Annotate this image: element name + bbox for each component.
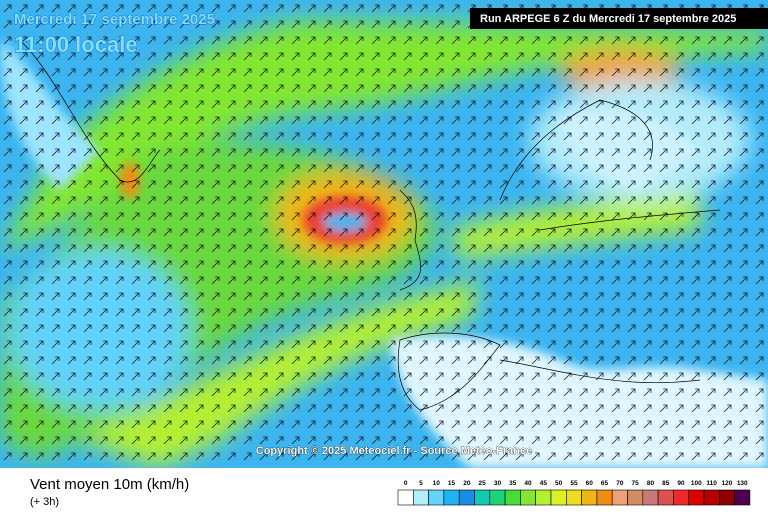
legend-swatch: [703, 489, 720, 506]
legend-swatch: [565, 489, 582, 506]
legend-swatch: [627, 489, 644, 506]
legend-label: 10: [433, 480, 441, 487]
legend-swatch: [412, 489, 429, 506]
legend: 0 5 10 15 20 25 30 35 40 45 50 55 60 65 70 75 80 85 90 100 1…: [397, 480, 751, 506]
legend-label: 60: [586, 480, 594, 487]
legend-label: 30: [494, 480, 502, 487]
legend-label: 45: [540, 480, 548, 487]
run-box: [470, 8, 768, 29]
legend-label: 35: [509, 480, 517, 487]
legend-swatch: [520, 489, 537, 506]
legend-swatch: [734, 489, 751, 506]
legend-swatch: [443, 489, 460, 506]
wind-map: [0, 0, 768, 468]
legend-swatch: [504, 489, 521, 506]
legend-label: 110: [706, 480, 717, 487]
legend-swatch: [535, 489, 552, 506]
legend-label: 80: [647, 480, 655, 487]
legend-swatch: [642, 489, 659, 506]
legend-label: 130: [737, 480, 748, 487]
legend-swatch: [489, 489, 506, 506]
legend-swatch: [428, 489, 445, 506]
legend-swatch: [458, 489, 475, 506]
legend-swatch: [673, 489, 690, 506]
legend-label: 120: [722, 480, 733, 487]
run-label: Run ARPEGE 6 Z du Mercredi 17 septembre …: [480, 13, 736, 25]
legend-label: 75: [632, 480, 640, 487]
footer-step: (+ 3h): [30, 496, 59, 508]
legend-swatch: [657, 489, 674, 506]
legend-label: 15: [448, 480, 456, 487]
legend-swatch: [474, 489, 491, 506]
legend-label: 50: [555, 480, 563, 487]
copyright: Copyright © 2025 Meteociel.fr - Source M…: [256, 445, 532, 457]
legend-label: 25: [479, 480, 487, 487]
legend-label: 0: [404, 480, 408, 487]
date-label: Mercredi 17 septembre 2025: [14, 11, 215, 28]
legend-swatch: [550, 489, 567, 506]
legend-label: 65: [601, 480, 609, 487]
time-label: 11:00 locale: [14, 32, 138, 57]
legend-label: 85: [662, 480, 670, 487]
legend-swatch: [397, 489, 414, 506]
legend-swatch: [581, 489, 598, 506]
legend-label: 55: [570, 480, 578, 487]
legend-label: 90: [677, 480, 685, 487]
legend-swatch: [718, 489, 735, 506]
legend-swatch: [688, 489, 705, 506]
legend-label: 40: [524, 480, 532, 487]
legend-label: 20: [463, 480, 471, 487]
legend-label: 70: [616, 480, 624, 487]
legend-label: 100: [691, 480, 702, 487]
footer-title: Vent moyen 10m (km/h): [30, 476, 189, 493]
legend-swatch: [596, 489, 613, 506]
legend-label: 5: [419, 480, 423, 487]
legend-swatch: [611, 489, 628, 506]
